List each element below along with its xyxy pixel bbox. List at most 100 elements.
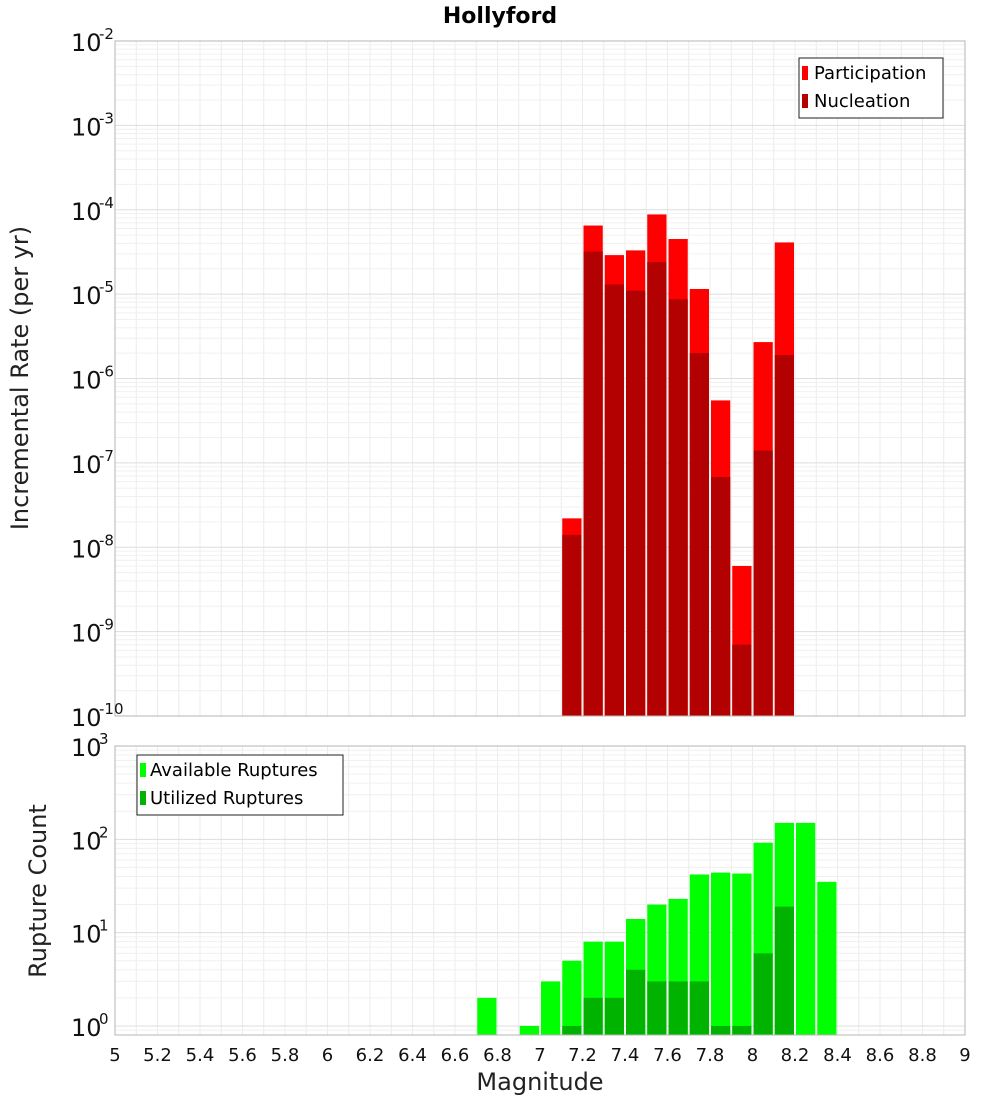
y-tick-exponent: 3 — [99, 730, 109, 748]
x-tick-label: 6.8 — [483, 1045, 512, 1066]
x-tick-label: 5.6 — [228, 1045, 257, 1066]
top-bar-nucleation — [774, 354, 794, 716]
bottom-bar-utilized-ruptures — [753, 953, 773, 1035]
x-tick-label: 7.6 — [653, 1045, 682, 1066]
y-tick-label: 10 — [71, 1014, 102, 1042]
x-tick-label: 8.8 — [908, 1045, 937, 1066]
y-tick-label: 10 — [71, 451, 102, 479]
y-tick-exponent: -2 — [99, 25, 114, 43]
x-tick-label: 8.2 — [781, 1045, 810, 1066]
legend-label-participation: Participation — [814, 63, 926, 84]
top-bar-nucleation — [626, 290, 646, 716]
x-tick-label: 8.4 — [823, 1045, 852, 1066]
y-tick-exponent: -9 — [99, 616, 114, 634]
x-tick-label: 6.4 — [398, 1045, 427, 1066]
y-tick-exponent: -3 — [99, 109, 114, 127]
bottom-legend: Available Ruptures Utilized Ruptures — [136, 754, 344, 816]
x-tick-label: 6.2 — [356, 1045, 385, 1066]
y-tick-label: 10 — [71, 921, 102, 949]
top-bar-nucleation — [689, 353, 709, 716]
y-tick-exponent: -5 — [99, 278, 114, 296]
x-tick-label: 5.8 — [271, 1045, 300, 1066]
legend-label-utilized-ruptures: Utilized Ruptures — [150, 788, 303, 809]
x-tick-label: 9 — [959, 1045, 970, 1066]
y-tick-exponent: 0 — [99, 1010, 109, 1028]
top-legend: Participation Nucleation — [798, 57, 944, 119]
y-tick-exponent: 2 — [99, 823, 109, 841]
x-tick-label: 5.2 — [143, 1045, 172, 1066]
x-tick-label: 7 — [534, 1045, 545, 1066]
bottom-plot-border — [114, 745, 966, 1036]
legend-label-available-ruptures: Available Ruptures — [150, 760, 318, 781]
bottom-bars — [477, 822, 837, 1035]
top-bar-nucleation — [732, 644, 752, 716]
y-tick-exponent: -7 — [99, 447, 114, 465]
top-legend-box — [798, 57, 944, 119]
y-tick-exponent: -6 — [99, 363, 114, 381]
top-bar-nucleation — [604, 284, 624, 716]
top-bar-nucleation — [668, 299, 688, 716]
bottom-bar-available-ruptures — [477, 997, 497, 1035]
y-tick-label: 10 — [71, 620, 102, 648]
x-tick-label: 6.6 — [441, 1045, 470, 1066]
bottom-bar-available-ruptures — [541, 981, 561, 1035]
x-tick-label: 8.6 — [866, 1045, 895, 1066]
legend-swatch-participation — [802, 66, 808, 80]
legend-swatch-utilized-ruptures — [140, 791, 146, 805]
top-y-axis-label: Incremental Rate (per yr) — [6, 226, 34, 530]
bottom-bar-available-ruptures — [796, 822, 816, 1035]
bottom-y-axis-label: Rupture Count — [24, 804, 52, 978]
top-plot-border — [114, 40, 966, 717]
y-tick-label: 10 — [71, 704, 102, 732]
x-tick-label: 7.2 — [568, 1045, 597, 1066]
bottom-legend-box — [136, 754, 344, 816]
bottom-bar-utilized-ruptures — [732, 1025, 752, 1035]
y-tick-label: 10 — [71, 113, 102, 141]
top-bar-nucleation — [583, 251, 603, 716]
x-tick-label: 7.4 — [611, 1045, 640, 1066]
top-grid — [114, 41, 966, 717]
bottom-bar-available-ruptures — [817, 881, 837, 1035]
y-tick-label: 10 — [71, 367, 102, 395]
bottom-bar-utilized-ruptures — [774, 906, 794, 1035]
x-ticks: 5 5.2 5.4 5.6 5.8 6 6.2 6.4 6.6 6.8 7 7.2 7.4 7.6 7.8 8… — [109, 1045, 970, 1066]
y-tick-exponent: -8 — [99, 531, 114, 549]
legend-swatch-available-ruptures — [140, 763, 146, 777]
top-bar-nucleation — [711, 477, 731, 716]
bottom-bar-utilized-ruptures — [711, 1025, 731, 1035]
bottom-bar-utilized-ruptures — [668, 981, 688, 1035]
y-tick-exponent: -10 — [99, 700, 124, 718]
top-bar-nucleation — [753, 450, 773, 716]
y-tick-exponent: 1 — [99, 917, 109, 935]
x-tick-label: 6 — [322, 1045, 333, 1066]
bottom-bar-utilized-ruptures — [604, 997, 624, 1035]
top-bars — [562, 214, 794, 717]
bottom-bar-available-ruptures — [519, 1025, 539, 1035]
bottom-bar-utilized-ruptures — [626, 969, 646, 1035]
x-tick-label: 5 — [109, 1045, 120, 1066]
top-bar-nucleation — [647, 262, 667, 716]
legend-label-nucleation: Nucleation — [814, 91, 910, 112]
bottom-bar-utilized-ruptures — [583, 997, 603, 1035]
legend-swatch-nucleation — [802, 94, 808, 108]
x-tick-label: 8 — [747, 1045, 758, 1066]
y-tick-label: 10 — [71, 734, 102, 762]
chart-title: Hollyford — [443, 4, 557, 29]
y-tick-label: 10 — [71, 198, 102, 226]
bottom-bar-utilized-ruptures — [562, 1025, 582, 1035]
x-tick-label: 5.4 — [186, 1045, 215, 1066]
top-bar-nucleation — [562, 534, 582, 716]
bottom-bar-utilized-ruptures — [689, 981, 709, 1035]
y-tick-label: 10 — [71, 535, 102, 563]
bottom-bar-available-ruptures — [562, 960, 582, 1035]
y-tick-label: 10 — [71, 827, 102, 855]
bottom-bar-available-ruptures — [732, 873, 752, 1035]
x-tick-label: 7.8 — [696, 1045, 725, 1066]
y-tick-label: 10 — [71, 282, 102, 310]
bottom-bar-available-ruptures — [711, 872, 731, 1035]
